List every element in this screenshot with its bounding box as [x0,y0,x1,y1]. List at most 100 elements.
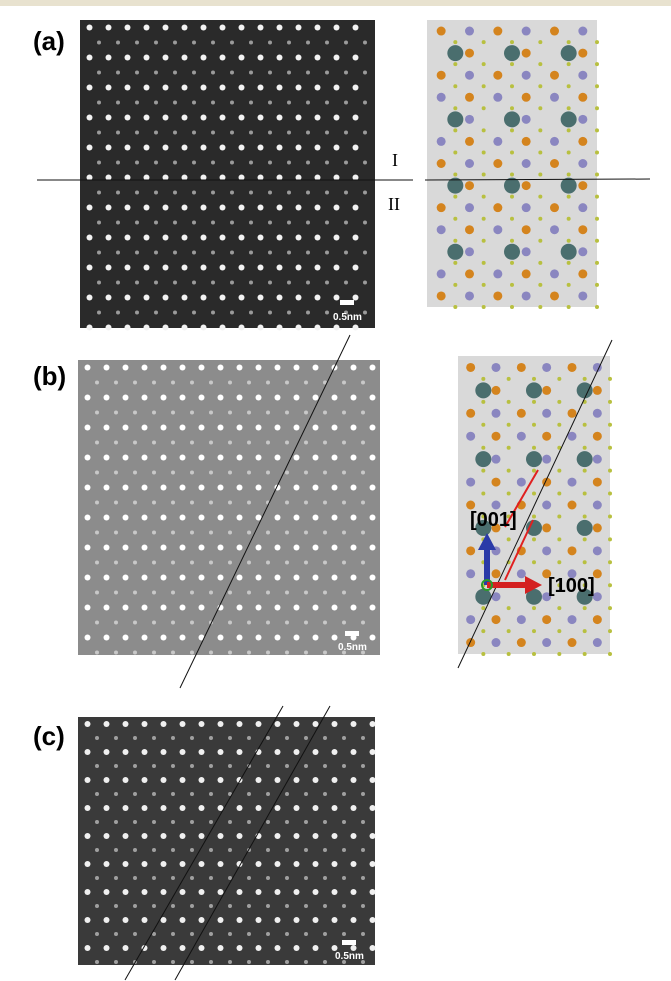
atom [436,92,446,102]
atom-column [274,833,281,839]
atom-column [257,204,264,211]
atom-column [285,792,289,796]
atom-column [249,250,253,255]
atom-column [103,861,110,867]
atom-column [122,945,129,951]
atom-column [133,410,137,415]
atom [516,477,526,487]
atom-column [304,904,308,908]
atom-column [230,280,234,285]
atom-column [325,130,329,135]
atom-column [198,484,205,491]
atom [592,477,602,487]
atom-column [190,650,194,655]
atom-small [453,106,458,111]
atom-column [173,130,177,135]
atom-column [198,544,205,551]
atom-column [179,634,186,641]
atom-column [198,889,205,895]
atom-column [285,904,289,908]
atom [493,291,503,301]
atom-column [287,310,291,315]
atom-column [84,574,91,581]
atom-column [369,945,376,951]
atom [592,523,602,533]
atom-column [162,114,169,121]
atom-column [124,324,131,331]
atom-column [331,544,338,551]
atom-column [198,364,205,371]
atom-column [114,380,118,385]
atom-column [274,514,281,521]
atom-column [105,294,112,301]
atom-column [323,876,327,880]
atom-column [160,945,167,951]
atom-column [312,484,319,491]
atom-column [141,544,148,551]
atom-column [342,932,346,936]
atom-column [114,440,118,445]
atom-column [230,250,234,255]
atom-column [255,604,262,611]
atom-column [255,364,262,371]
atom-column [344,40,348,45]
atom-large [560,177,577,194]
atom-column [350,861,357,867]
atom-column [274,634,281,641]
atom-column [181,84,188,91]
atom-column [304,820,308,824]
atom-column [228,500,232,505]
atom-column [211,40,215,45]
atom [466,546,476,556]
atom-column [154,310,158,315]
atom-column [249,220,253,225]
atom [465,136,474,146]
atom-column [122,604,129,611]
atom-small [506,537,511,542]
atom-column [228,904,232,908]
atom [578,269,588,279]
atom-column [306,40,310,45]
atom-column [293,945,300,951]
atom-column [230,310,234,315]
atom-small [506,399,511,404]
atom-column [103,544,110,551]
atom-small [481,128,486,133]
atom-column [171,960,175,964]
atom-small [532,468,536,473]
atom-small [506,422,511,427]
atom [491,615,501,625]
atom-column [133,500,137,505]
atom-small [595,282,599,287]
atom [592,500,602,510]
atom-column [306,190,310,195]
atom-small [453,216,458,221]
atom [491,592,501,602]
atom [542,385,552,395]
atom-column [304,650,308,655]
atom-column [312,861,319,867]
atom-column [179,805,186,811]
atom-column [249,310,253,315]
atom-column [285,410,289,415]
atom-column [342,876,346,880]
atom-small [582,560,587,565]
atom-large [475,588,492,605]
atom-small [557,537,562,542]
atom-column [342,650,346,655]
atom-column [219,54,226,61]
atom-column [236,484,243,491]
atom-column [179,364,186,371]
panel-label: (a) [33,26,65,56]
atom-column [285,848,289,852]
atom-column [295,54,302,61]
atom-column [84,424,91,431]
atom-column [342,848,346,852]
atom-column [342,560,346,565]
atom [592,615,602,625]
atom-column [84,861,91,867]
atom-column [312,777,319,783]
atom [466,500,476,510]
atom-column [211,220,215,225]
atom-column [344,250,348,255]
